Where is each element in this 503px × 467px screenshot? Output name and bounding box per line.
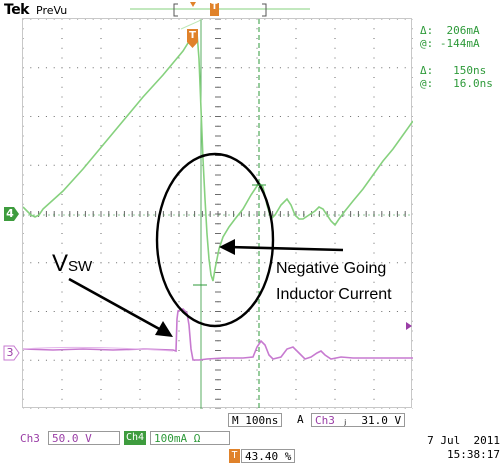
timebase-prefix: M — [232, 414, 239, 427]
trigger-source: Ch3 — [315, 414, 335, 427]
timebase-readout[interactable]: M 100ns — [228, 413, 283, 427]
cursor-readout-amplitude: Δ: 206mA @: -144mA — [420, 24, 480, 50]
negative-current-line1: Negative Going — [276, 260, 387, 277]
ch4-trace — [23, 29, 413, 282]
time-at-value: 16.0ns — [453, 77, 493, 90]
amp-delta-value: 206mA — [446, 24, 480, 37]
negative-current-label: Negative Going Inductor Current — [276, 256, 392, 308]
trigger-position-percent[interactable]: 43.40 % — [241, 449, 296, 463]
negative-current-arrow — [228, 245, 344, 252]
vsw-arrow — [68, 277, 164, 333]
amp-at-label: @: — [420, 37, 434, 50]
trigger-position-icon: T — [229, 449, 240, 463]
vsw-label: VSW — [52, 250, 92, 278]
brand-logo: Tek — [4, 2, 30, 18]
trigger-level: 31.0 V — [361, 414, 402, 427]
time-delta-value: 150ns — [453, 64, 487, 77]
amp-delta-label: Δ: — [420, 24, 434, 37]
ch3-label: Ch3 — [20, 432, 40, 445]
time-readout: 15:38:17 — [447, 448, 500, 461]
ch4-marker[interactable]: 4 — [6, 207, 14, 220]
negative-current-line2: Inductor Current — [276, 286, 392, 303]
ch3-scale[interactable]: 50.0 V — [48, 431, 120, 445]
ch4-label: Ch4 — [124, 431, 147, 445]
ch3-trace — [23, 308, 413, 361]
date-readout: 7 Jul 2011 — [427, 434, 500, 447]
trigger-readout[interactable]: Ch3 ⱼ 31.0 V — [311, 413, 406, 427]
trigger-mode: A — [297, 413, 304, 426]
time-at-label: @: — [420, 77, 434, 90]
cursor-readout-time: Δ: 150ns @: 16.0ns — [420, 64, 493, 90]
vsw-label-main: V — [52, 250, 69, 277]
record-position-bar[interactable] — [0, 0, 503, 20]
highlight-ellipse — [155, 152, 275, 328]
trigger-marker-label: T — [189, 30, 196, 41]
trigger-position-marker — [210, 3, 219, 16]
graticule — [23, 19, 413, 409]
vsw-label-sub: SW — [68, 258, 93, 275]
ch4-scale[interactable]: 100mA Ω — [150, 431, 230, 445]
timebase-value: 100ns — [245, 414, 279, 427]
waveform-display[interactable] — [22, 18, 413, 409]
trigger-position-label: T — [211, 2, 218, 12]
acquisition-mode: PreVu — [36, 4, 68, 17]
ch3-marker[interactable]: 3 — [6, 346, 14, 359]
time-delta-label: Δ: — [420, 64, 434, 77]
trigger-slope-icon: ⱼ — [341, 414, 349, 427]
amp-at-value: -144mA — [439, 37, 480, 50]
